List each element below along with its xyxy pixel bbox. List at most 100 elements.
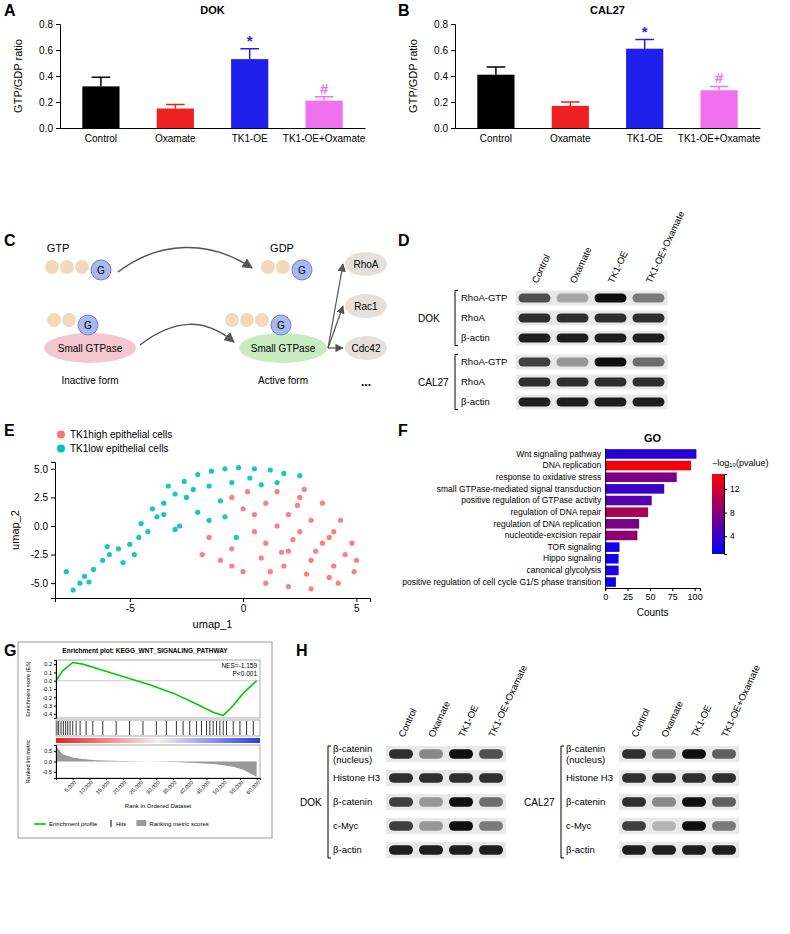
tick-label: Oxamate [155,133,196,144]
error-bar [487,67,506,75]
point [127,542,132,547]
point [336,581,341,586]
hit [129,721,130,735]
band [479,797,503,807]
axis-line [57,779,261,781]
axis-line [61,128,366,129]
column-label: Oxamate [659,699,685,739]
phosphate [255,313,269,327]
point [286,549,291,554]
band [556,314,588,323]
bar [605,449,696,459]
g-label: G [97,265,105,276]
tick: 0.0 [44,678,56,684]
hit [72,721,73,735]
point [184,495,189,500]
bar [552,106,589,128]
point [229,546,234,551]
hit [216,721,217,735]
tick-mark [54,681,56,682]
row-label: c-Myc [333,820,359,831]
tick-mark [51,497,55,498]
tick: 15,000 [95,778,111,795]
tick-label: 0.0 [434,123,448,134]
tick: 5 [354,598,360,614]
row-label: c-Myc [566,820,592,831]
point [349,541,354,546]
band [622,773,646,783]
column-label: Control [396,706,419,738]
tick-label: 60,000 [245,779,261,795]
tick-label: -0.1 [43,686,52,692]
tick-label: -0.5 [43,769,52,775]
tick: 0.2 [434,97,455,108]
blot-strip [619,818,739,834]
tick: -0.5 [43,769,56,775]
tick: 75 [668,588,678,602]
node-label: Small GTPase [251,343,316,354]
tick-mark [650,588,651,591]
bar [157,109,194,129]
tick: 0.6 [434,45,455,56]
band [682,773,706,783]
band [389,773,413,783]
chart-title: DOK [200,4,225,16]
band [632,334,664,343]
tick-label: 0.2 [44,661,52,667]
band [622,797,646,807]
point [222,514,227,519]
axis: -0.4-0.3-0.2-0.10.00.10.2 [43,661,57,719]
hit [142,721,143,735]
tick-label: 5 [354,603,360,614]
point [222,466,227,471]
tick-mark [51,555,55,556]
lines [56,662,257,715]
legend-marker [111,820,112,827]
tick: 30,000 [145,778,161,795]
tick-mark [451,76,455,77]
arrow [328,264,343,348]
hit [246,721,247,735]
tick-mark [356,598,357,602]
blot-strip [386,794,506,810]
point [281,471,286,476]
point [91,567,96,572]
tick-label: Control [480,133,512,144]
tick: small GTPase-mediated signal transductio… [437,484,602,494]
hit [116,721,117,735]
row-label: RhoA [461,376,485,387]
plot-frame [56,660,260,718]
blot-strip [619,842,739,858]
diagram: GTPGGDPGSmall GTPaseGInactive formSmall … [44,242,387,389]
tick-label: 50,000 [212,779,228,795]
band [518,358,550,367]
hit [65,721,66,735]
tick-mark [54,762,56,763]
phosphate [60,260,74,274]
tick-label: 0.0 [44,759,52,765]
g-label: G [298,265,306,276]
tick-label: 5.0 [34,464,48,475]
band [622,845,646,855]
point [234,535,239,540]
band [652,797,676,807]
band [449,749,473,759]
hit [102,721,103,735]
tick-label: 0.4 [39,71,53,82]
legend-label: TK1low epithelial cells [70,443,168,454]
point [240,506,245,511]
error-bar [92,77,111,86]
tick: 5,000 [63,778,77,793]
bar-panel: 0.00.20.40.60.8ControlOxamateTK1-OETK1-O… [407,4,761,144]
tick: canonical glycolysis [527,565,602,575]
tick: 0 [603,588,608,602]
hit [209,721,210,735]
point [132,552,137,557]
point [207,535,212,540]
tick: 0.2 [44,661,56,667]
tick: DNA replication [543,460,602,470]
point [308,586,313,591]
band [518,398,550,407]
legend-marker [57,445,65,453]
tick: 0 [241,598,247,614]
